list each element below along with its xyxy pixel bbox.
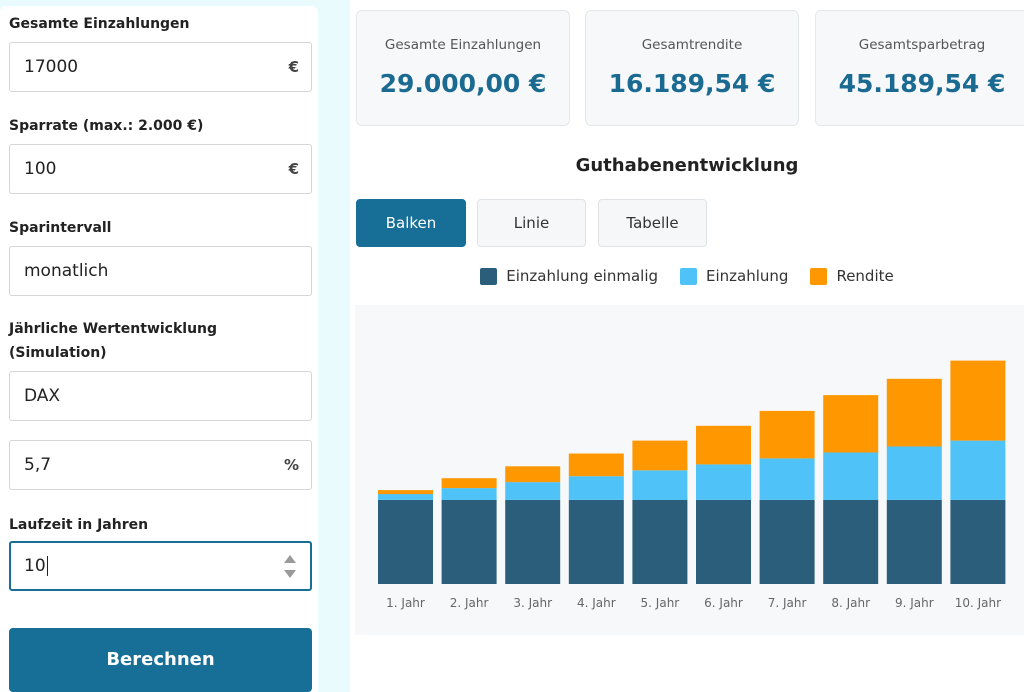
bar-chart-svg: 1. Jahr 2. Jahr 3. Jahr 4. Jahr 5. Jahr 6. Ja… (378, 360, 1006, 610)
growth-label: Jährliche Wertentwicklung (9, 321, 218, 337)
bar-segment[interactable] (632, 440, 688, 471)
bar-segment[interactable] (568, 453, 624, 477)
x-tick-label: 10. Jahr (955, 596, 1001, 610)
legend-item-return[interactable]: Rendite (810, 266, 894, 286)
legend-swatch (680, 267, 698, 285)
deposit-value: 17000 (24, 57, 79, 77)
growth-label-sub: (Simulation) (9, 345, 107, 361)
bar-segment[interactable] (886, 378, 942, 447)
bar-segment[interactable] (950, 360, 1006, 441)
stat-value: 16.189,54 € (608, 69, 776, 98)
stat-value: 29.000,00 € (379, 69, 547, 98)
legend-label: Rendite (836, 267, 894, 285)
percent-input[interactable]: 5,7 % (9, 440, 312, 490)
bar-segment[interactable] (823, 452, 879, 501)
x-tick-label: 9. Jahr (895, 596, 934, 610)
bar-segment[interactable] (823, 395, 879, 453)
bar-segment[interactable] (823, 499, 879, 584)
x-tick-label: 1. Jahr (386, 596, 425, 610)
bar-segment[interactable] (441, 499, 497, 584)
bar-segment[interactable] (505, 482, 561, 500)
chart-title: Guthabenentwicklung (575, 155, 799, 176)
bar-segment[interactable] (378, 499, 433, 584)
number-spinner[interactable] (284, 554, 296, 580)
bar-segment[interactable] (759, 410, 815, 459)
stat-label: Gesamte Einzahlungen (384, 37, 542, 53)
results-panel: Gesamte Einzahlungen 29.000,00 € Gesamtr… (350, 0, 1024, 692)
duration-label: Laufzeit in Jahren (9, 517, 149, 533)
x-tick-label: 3. Jahr (513, 596, 552, 610)
x-tick-label: 5. Jahr (641, 596, 680, 610)
bar-segment[interactable] (378, 494, 433, 500)
bar-segment[interactable] (568, 476, 624, 500)
bar-segment[interactable] (568, 499, 624, 584)
tab-table[interactable]: Tabelle (598, 199, 707, 247)
bar-segment[interactable] (632, 499, 688, 584)
bar-segment[interactable] (759, 458, 815, 500)
duration-input[interactable]: 10 (9, 541, 312, 591)
legend-swatch (810, 267, 828, 285)
index-select[interactable]: DAX (9, 371, 312, 421)
index-value: DAX (24, 386, 61, 406)
legend-item-single-deposit[interactable]: Einzahlung einmalig (480, 266, 658, 286)
rate-input[interactable]: 100 € (9, 144, 312, 194)
duration-value: 10 (24, 556, 46, 576)
calculate-button[interactable]: Berechnen (9, 628, 312, 692)
chart-legend: Einzahlung einmalig Einzahlung Rendite (350, 266, 1024, 286)
text-caret (46, 556, 48, 576)
x-tick-label: 4. Jahr (577, 596, 616, 610)
bar-segment[interactable] (696, 499, 751, 584)
stat-card-deposits: Gesamte Einzahlungen 29.000,00 € (356, 10, 570, 126)
bar-segment[interactable] (696, 464, 751, 500)
stat-value: 45.189,54 € (838, 69, 1006, 98)
euro-suffix: € (288, 160, 299, 178)
percent-suffix: % (283, 456, 299, 474)
legend-swatch (480, 267, 498, 285)
legend-label: Einzahlung einmalig (506, 267, 659, 285)
tab-bar[interactable]: Balken (356, 199, 466, 247)
euro-suffix: € (288, 58, 299, 76)
bar-segment[interactable] (950, 499, 1006, 584)
bar-segment[interactable] (950, 440, 1006, 500)
bar-segment[interactable] (505, 466, 561, 483)
stat-card-return: Gesamtrendite 16.189,54 € (585, 10, 799, 126)
tab-line[interactable]: Linie (477, 199, 586, 247)
legend-label: Einzahlung (706, 267, 789, 285)
percent-value: 5,7 (24, 455, 52, 475)
bar-segment[interactable] (759, 499, 815, 584)
stat-label: Gesamtrendite (641, 37, 743, 53)
bar-segment[interactable] (696, 425, 751, 465)
x-tick-label: 2. Jahr (450, 596, 489, 610)
spin-down-icon[interactable] (284, 570, 296, 578)
bar-segment[interactable] (441, 488, 497, 500)
interval-label: Sparintervall (9, 220, 112, 236)
stat-label: Gesamtsparbetrag (858, 37, 986, 53)
bar-segment[interactable] (441, 478, 497, 489)
legend-item-deposit[interactable]: Einzahlung (680, 266, 788, 286)
bar-segment[interactable] (886, 499, 942, 584)
bar-segment[interactable] (886, 446, 942, 500)
deposit-input[interactable]: 17000 € (9, 42, 312, 92)
rate-value: 100 (24, 159, 57, 179)
duration-value-wrap: 10 (24, 543, 48, 589)
calculator-form: Gesamte Einzahlungen 17000 € Sparrate (m… (0, 6, 318, 692)
spin-up-icon[interactable] (284, 555, 296, 563)
rate-label: Sparrate (max.: 2.000 €) (9, 118, 204, 134)
bar-segment[interactable] (632, 470, 688, 500)
x-tick-label: 8. Jahr (831, 596, 870, 610)
bar-chart: 1. Jahr 2. Jahr 3. Jahr 4. Jahr 5. Jahr 6. Ja… (355, 305, 1024, 635)
bar-segment[interactable] (505, 499, 561, 584)
bar-segment[interactable] (378, 490, 433, 495)
stat-card-total: Gesamtsparbetrag 45.189,54 € (815, 10, 1024, 126)
x-tick-label: 7. Jahr (768, 596, 807, 610)
deposit-label: Gesamte Einzahlungen (9, 16, 190, 32)
interval-value: monatlich (24, 261, 109, 281)
interval-select[interactable]: monatlich (9, 246, 312, 296)
x-tick-label: 6. Jahr (704, 596, 743, 610)
